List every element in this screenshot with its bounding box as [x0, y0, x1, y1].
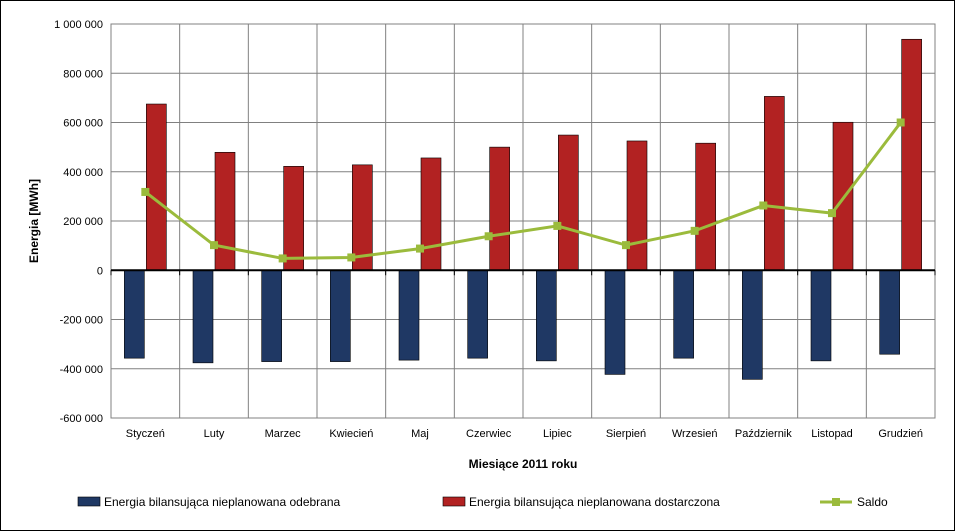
bar-dostarczona — [489, 146, 510, 271]
x-tick-label: Maj — [411, 428, 429, 440]
bar-dostarczona — [420, 157, 442, 271]
saldo-point — [553, 221, 562, 230]
bar-dostarczona — [901, 38, 922, 271]
y-tick-label: 400 000 — [63, 167, 103, 179]
legend-label-dostarczona: Energia bilansująca nieplanowana dostarc… — [469, 495, 720, 509]
x-tick-label: Sierpień — [606, 428, 646, 440]
bar-dostarczona — [558, 134, 579, 271]
bar-odebrana — [192, 269, 214, 364]
plot-border — [110, 23, 936, 419]
bar-dostarczona — [626, 140, 648, 271]
bar-dostarczona — [764, 96, 785, 271]
bar-odebrana — [536, 269, 557, 362]
legend-swatch-odebrana — [77, 496, 101, 507]
saldo-point — [347, 253, 356, 262]
saldo-point — [622, 241, 630, 250]
saldo-line — [141, 118, 905, 263]
x-tick-label: Wrzesień — [672, 428, 718, 440]
bar-odebrana — [261, 269, 282, 362]
saldo-polyline — [144, 121, 902, 260]
bar-odebrana — [604, 269, 626, 375]
y-tick-label: 800 000 — [63, 68, 103, 80]
x-tick-label: Grudzień — [878, 428, 923, 440]
bar-odebrana — [467, 269, 488, 359]
x-tick-label: Listopad — [811, 428, 853, 440]
saldo-point — [416, 244, 424, 253]
x-tick-label: Marzec — [265, 428, 302, 440]
y-tick-labels: 1 000 000 800 000 600 000 400 000 200 000 0 -2… — [54, 19, 103, 425]
y-tick-label: 1 000 000 — [54, 19, 103, 31]
bar-dostarczona — [214, 151, 236, 271]
x-tick-label: Październik — [735, 428, 792, 440]
legend: Energia bilansująca nieplanowana odebran… — [77, 495, 888, 509]
bar-dostarczona — [695, 142, 716, 271]
bars — [124, 38, 922, 380]
saldo-point — [828, 209, 836, 218]
saldo-point — [141, 187, 150, 196]
bar-odebrana — [330, 269, 351, 362]
saldo-point — [896, 118, 905, 127]
x-tick-label: Kwiecień — [329, 428, 373, 440]
zero-axis — [110, 269, 936, 276]
x-axis-title: Miesiące 2011 roku — [469, 457, 578, 471]
y-tick-label: -200 000 — [60, 315, 103, 327]
saldo-point — [759, 201, 768, 210]
x-tick-label: Luty — [204, 428, 225, 440]
bar-dostarczona — [146, 103, 167, 271]
bar-odebrana — [879, 269, 900, 355]
legend-swatch-dostarczona — [442, 496, 466, 507]
y-tick-label: -400 000 — [60, 364, 103, 376]
bar-odebrana — [673, 269, 694, 359]
saldo-point — [690, 226, 699, 235]
bar-odebrana — [124, 269, 145, 359]
bar-odebrana — [398, 269, 420, 361]
y-tick-label: 600 000 — [63, 118, 103, 130]
legend-swatch-saldo-marker — [832, 498, 840, 506]
saldo-point — [484, 232, 493, 241]
bar-odebrana — [742, 269, 763, 380]
y-tick-label: 0 — [97, 265, 103, 277]
y-tick-label: 200 000 — [63, 216, 103, 228]
bar-odebrana — [810, 269, 832, 362]
plot-area — [110, 23, 936, 419]
x-tick-label: Czerwiec — [466, 428, 512, 440]
y-tick-label: -600 000 — [60, 413, 103, 425]
x-tick-label: Styczeń — [126, 428, 165, 440]
saldo-point — [278, 254, 287, 263]
legend-label-saldo: Saldo — [857, 495, 888, 509]
x-tick-labels: Styczeń Luty Marzec Kwiecień Maj Czerwiec Lipi… — [126, 428, 923, 440]
y-axis-title: Energia [MWh] — [27, 179, 41, 263]
saldo-point — [210, 241, 218, 250]
legend-label-odebrana: Energia bilansująca nieplanowana odebran… — [104, 495, 341, 509]
x-tick-label: Lipiec — [543, 428, 572, 440]
